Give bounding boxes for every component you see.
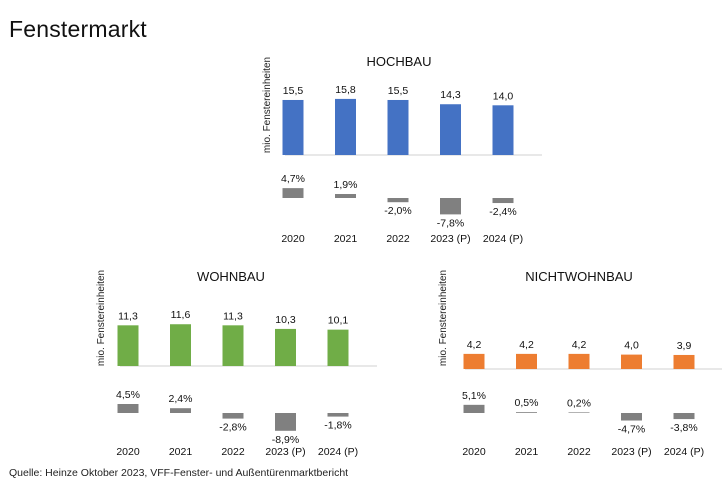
change-label: -2,4% — [489, 206, 516, 218]
change-bar — [327, 413, 349, 417]
value-label: 4,0 — [624, 340, 639, 352]
value-label: 10,1 — [328, 315, 349, 327]
change-label: -1,8% — [324, 420, 351, 432]
x-tick-label: 2023 (P) — [265, 446, 305, 458]
change-bar — [275, 413, 296, 431]
bar-2020 — [282, 99, 304, 155]
value-label: 11,3 — [118, 310, 138, 322]
change-label: 4,5% — [116, 389, 140, 401]
change-label: -7,8% — [437, 217, 464, 229]
bar-2023-P — [440, 104, 461, 155]
x-tick-label: 2022 — [386, 233, 410, 245]
bar-2020 — [463, 353, 485, 369]
change-label: -2,0% — [384, 205, 411, 217]
change-bar — [222, 413, 244, 419]
x-tick-label: 2022 — [567, 446, 591, 458]
y-axis-label: mio. Fenstereinheiten — [96, 270, 107, 366]
source-note: Quelle: Heinze Oktober 2023, VFF-Fenster… — [9, 467, 349, 479]
change-label: 2,4% — [169, 393, 193, 405]
change-label: 1,9% — [334, 179, 358, 191]
x-tick-label: 2021 — [334, 233, 358, 245]
value-label: 15,5 — [283, 85, 304, 97]
value-label: 15,8 — [335, 84, 356, 96]
x-tick-label: 2024 (P) — [318, 446, 358, 458]
bar-2020 — [117, 325, 139, 366]
change-label: -4,7% — [618, 424, 645, 436]
change-bar — [335, 194, 356, 198]
value-label: 15,5 — [388, 85, 409, 97]
bar-2023-P — [621, 354, 642, 369]
bar-2024-P — [492, 105, 514, 155]
change-bar — [673, 413, 695, 420]
change-bar — [492, 198, 514, 204]
change-label: 4,7% — [281, 173, 305, 185]
x-tick-label: 2024 (P) — [483, 233, 523, 245]
change-bar — [440, 198, 461, 215]
change-bar — [568, 412, 590, 413]
x-tick-label: 2023 (P) — [430, 233, 470, 245]
value-label: 4,2 — [519, 339, 534, 351]
x-tick-label: 2023 (P) — [611, 446, 651, 458]
x-tick-label: 2022 — [221, 446, 245, 458]
x-tick-label: 2020 — [462, 446, 486, 458]
bar-2024-P — [673, 354, 695, 369]
value-label: 4,2 — [467, 339, 482, 351]
change-bar — [516, 412, 537, 413]
wohnbau-title: WOHNBAU — [197, 269, 265, 284]
y-axis-label: mio. Fenstereinheiten — [438, 270, 449, 366]
value-label: 3,9 — [677, 340, 692, 352]
value-label: 14,3 — [440, 89, 461, 101]
x-tick-label: 2020 — [116, 446, 140, 458]
change-label: -2,8% — [219, 422, 246, 434]
bar-2023-P — [275, 328, 296, 366]
value-label: 4,2 — [572, 339, 587, 351]
value-label: 10,3 — [275, 314, 296, 326]
change-label: 0,2% — [567, 397, 591, 409]
bar-2022 — [568, 353, 590, 369]
change-bar — [282, 188, 304, 198]
change-bar — [170, 408, 191, 413]
x-tick-label: 2020 — [281, 233, 305, 245]
value-label: 11,6 — [171, 309, 191, 321]
bar-2021 — [335, 98, 356, 155]
value-label: 14,0 — [493, 90, 514, 102]
bar-2024-P — [327, 329, 349, 366]
hochbau-title: HOCHBAU — [366, 54, 431, 69]
change-bar — [387, 198, 409, 203]
change-label: -3,8% — [670, 422, 697, 434]
change-bar — [463, 404, 485, 413]
bar-2021 — [516, 353, 537, 369]
x-tick-label: 2021 — [169, 446, 193, 458]
value-label: 11,3 — [223, 310, 243, 322]
y-axis-label: mio. Fenstereinheiten — [262, 57, 273, 153]
change-label: -8,9% — [272, 434, 299, 446]
change-label: 0,5% — [515, 397, 539, 409]
change-bar — [621, 413, 642, 421]
page-title: Fenstermarkt — [9, 16, 147, 42]
change-bar — [117, 404, 139, 413]
bar-2021 — [170, 324, 191, 366]
nichtwohnbau-title: NICHTWOHNBAU — [525, 269, 633, 284]
x-tick-label: 2024 (P) — [664, 446, 704, 458]
change-label: 5,1% — [462, 390, 486, 402]
bar-2022 — [222, 325, 244, 366]
x-tick-label: 2021 — [515, 446, 539, 458]
bar-2022 — [387, 99, 409, 155]
